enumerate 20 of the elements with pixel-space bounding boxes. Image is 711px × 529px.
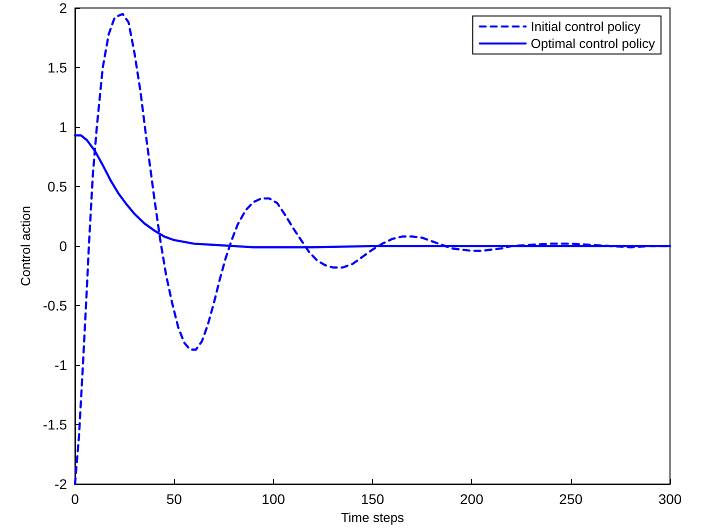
x-tick-label: 0	[71, 491, 80, 508]
legend-label: Optimal control policy	[530, 36, 656, 51]
y-tick-label: -1	[54, 357, 68, 374]
y-tick-label: 0.5	[48, 178, 68, 195]
y-tick-label: 1	[59, 119, 68, 136]
x-tick-label: 250	[559, 491, 583, 508]
y-tick-label: 1.5	[48, 60, 68, 76]
y-axis-title: Control action	[18, 206, 33, 286]
x-tick-label: 300	[658, 491, 682, 508]
x-tick-label: 100	[262, 491, 286, 508]
y-tick-label: 0	[59, 238, 68, 254]
y-tick-label: -1.5	[42, 416, 68, 433]
y-tick-label: 2	[59, 0, 68, 16]
x-axis-title: Time steps	[340, 510, 405, 525]
x-tick-label: 50	[166, 491, 182, 508]
legend-label: Initial control policy	[530, 19, 642, 34]
x-tick-label: 200	[460, 491, 484, 508]
x-tick-label: 150	[360, 491, 384, 508]
y-tick-label: -2	[54, 476, 68, 492]
y-tick-label: -0.5	[42, 298, 68, 314]
